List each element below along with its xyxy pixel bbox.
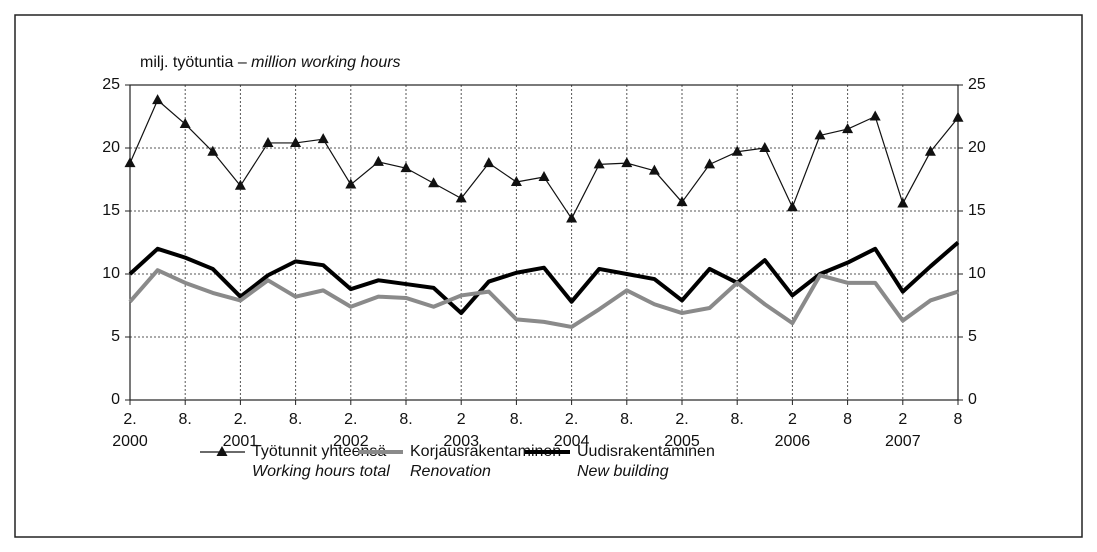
x-tick-label: 2. — [234, 411, 247, 428]
x-tick-label: 8. — [510, 411, 523, 428]
point-marker — [372, 155, 384, 166]
point-marker — [290, 136, 302, 147]
point-marker — [952, 111, 964, 122]
x-year-label: 2004 — [554, 433, 590, 450]
point-marker — [593, 158, 605, 169]
y-tick-label: 20 — [102, 139, 120, 156]
y-tick-label: 15 — [102, 202, 120, 219]
point-marker — [648, 164, 660, 175]
point-marker — [869, 110, 881, 121]
y2-tick-label: 20 — [968, 139, 986, 156]
point-marker — [897, 197, 909, 208]
y-label-en: million working hours — [251, 54, 400, 71]
x-tick-label: 8. — [289, 411, 302, 428]
point-marker — [345, 178, 357, 189]
point-marker — [400, 162, 412, 173]
x-tick-label: 8 — [843, 411, 852, 428]
y-tick-label: 5 — [111, 328, 120, 345]
x-year-label: 2002 — [333, 433, 369, 450]
legend-label-en: Renovation — [410, 463, 491, 480]
x-year-label: 2006 — [775, 433, 811, 450]
point-marker — [124, 157, 136, 168]
x-tick-label: 2. — [123, 411, 136, 428]
point-marker — [483, 157, 495, 168]
point-marker — [234, 179, 246, 190]
x-year-label: 2003 — [443, 433, 479, 450]
x-tick-label: 8. — [399, 411, 412, 428]
y2-tick-label: 10 — [968, 265, 986, 282]
point-marker — [842, 123, 854, 134]
frame — [14, 14, 1083, 538]
x-tick-label: 2. — [344, 411, 357, 428]
y-label-fi: milj. työtuntia – — [140, 54, 251, 71]
y-tick-label: 0 — [111, 391, 120, 408]
point-marker — [510, 176, 522, 187]
x-year-label: 2005 — [664, 433, 700, 450]
y2-tick-label: 25 — [968, 76, 986, 93]
series-line — [128, 268, 959, 329]
legend-label-en: New building — [577, 463, 669, 480]
point-marker — [676, 196, 688, 207]
y2-tick-label: 15 — [968, 202, 986, 219]
x-tick-label: 8 — [954, 411, 963, 428]
y2-tick-label: 5 — [968, 328, 977, 345]
legend-marker — [216, 446, 228, 456]
x-tick-label: 2 — [788, 411, 797, 428]
point-marker — [759, 142, 771, 152]
point-marker — [704, 158, 716, 169]
point-marker — [538, 170, 550, 181]
point-marker — [262, 136, 274, 147]
point-marker — [566, 212, 578, 223]
legend-label-en: Working hours total — [252, 463, 390, 480]
x-tick-label: 8. — [179, 411, 192, 428]
x-tick-label: 2 — [898, 411, 907, 428]
y2-tick-label: 0 — [968, 391, 977, 408]
point-marker — [455, 192, 467, 203]
point-marker — [786, 201, 798, 212]
point-marker — [207, 145, 219, 156]
x-year-label: 2000 — [112, 433, 148, 450]
point-marker — [152, 94, 164, 105]
legend-label: Työtunnit yhteensä — [252, 443, 386, 460]
point-marker — [621, 157, 633, 168]
point-marker — [179, 118, 191, 129]
y-tick-label: 10 — [102, 265, 120, 282]
legend-label: Uudisrakentaminen — [577, 443, 715, 460]
x-tick-label: 2. — [565, 411, 578, 428]
series-line — [129, 99, 959, 220]
legend-label: Korjausrakentaminen — [410, 443, 561, 460]
y-tick-label: 25 — [102, 76, 120, 93]
point-marker — [428, 177, 440, 188]
x-year-label: 2007 — [885, 433, 921, 450]
point-marker — [924, 145, 936, 156]
y-axis-label: milj. työtuntia – million working hours — [140, 54, 401, 71]
x-tick-label: 2 — [457, 411, 466, 428]
x-tick-label: 2. — [675, 411, 688, 428]
point-marker — [814, 129, 826, 140]
x-tick-label: 8. — [731, 411, 744, 428]
x-year-label: 2001 — [223, 433, 259, 450]
point-marker — [731, 145, 743, 156]
x-tick-label: 8. — [620, 411, 633, 428]
point-marker — [317, 133, 329, 144]
